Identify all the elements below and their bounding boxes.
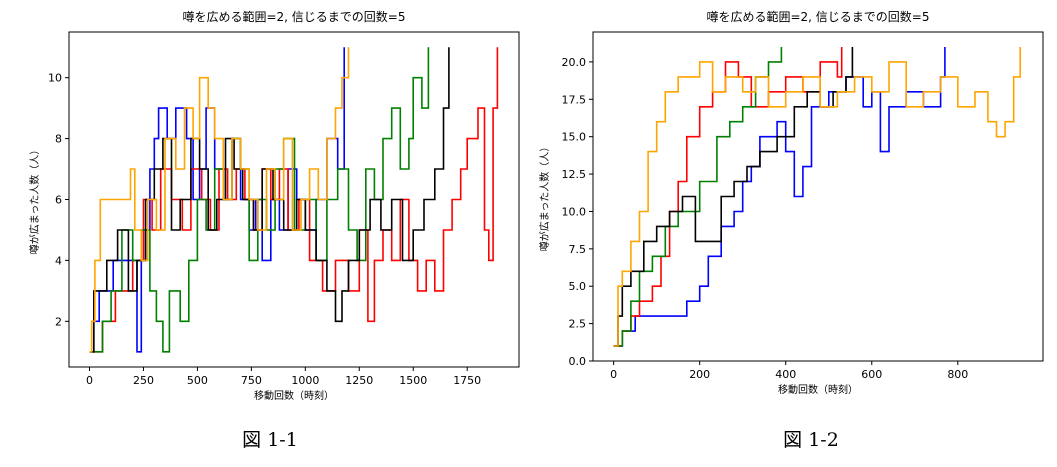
y-tick-label: 10 — [48, 72, 62, 85]
x-tick-label: 500 — [187, 374, 208, 387]
x-tick-label: 1750 — [453, 374, 481, 387]
y-tick-label: 7.5 — [569, 243, 587, 256]
chart-2-ylabel: 噂が広まった人数（人） — [538, 142, 551, 252]
chart-2-series-line — [613, 47, 1021, 347]
chart-1-series-line — [89, 47, 350, 353]
x-tick-label: 750 — [241, 374, 262, 387]
x-tick-label: 200 — [689, 368, 710, 381]
x-tick-label: 0 — [86, 374, 93, 387]
x-tick-label: 1000 — [291, 374, 319, 387]
chart-2-plot-area — [592, 31, 1044, 362]
y-tick-label: 0.0 — [569, 355, 587, 368]
figure-caption-2: 図 1-2 — [783, 429, 839, 451]
y-tick-label: 5.0 — [569, 280, 587, 293]
x-tick-label: 0 — [610, 368, 617, 381]
chart-1-series-line — [89, 47, 450, 353]
chart-1-xlabel: 移動回数（時刻） — [254, 389, 334, 402]
y-tick-label: 2 — [55, 315, 62, 328]
x-tick-label: 1250 — [345, 374, 373, 387]
y-tick-label: 6 — [55, 194, 62, 207]
y-tick-label: 8 — [55, 133, 62, 146]
y-tick-label: 15.0 — [562, 131, 587, 144]
y-tick-label: 4 — [55, 254, 62, 267]
x-tick-label: 250 — [133, 374, 154, 387]
y-tick-label: 20.0 — [562, 56, 587, 69]
x-tick-label: 600 — [861, 368, 882, 381]
chart-1-ylabel: 噂が広まった人数（人） — [28, 145, 41, 255]
figure-caption-1: 図 1-1 — [242, 429, 298, 451]
chart-2-title: 噂を広める範囲=2, 信じるまでの回数=5 — [706, 9, 929, 24]
y-tick-label: 17.5 — [562, 93, 587, 106]
chart-2-series-line — [613, 47, 946, 347]
x-tick-label: 800 — [947, 368, 968, 381]
y-tick-label: 10.0 — [562, 205, 587, 218]
chart-1-title: 噂を広める範囲=2, 信じるまでの回数=5 — [182, 9, 405, 24]
y-tick-label: 12.5 — [562, 168, 587, 181]
chart-panel-2: 噂を広める範囲=2, 信じるまでの回数=5 0 200 400 600 800 0.0 2.5… — [528, 0, 1057, 467]
x-tick-label: 1500 — [399, 374, 427, 387]
chart-1-svg: 噂を広める範囲=2, 信じるまでの回数=5 0 250 500 750 1000 1250 1… — [28, 9, 520, 402]
chart-2-svg: 噂を広める範囲=2, 信じるまでの回数=5 0 200 400 600 800 0.0 2.5… — [538, 9, 1044, 396]
chart-panel-1: 噂を広める範囲=2, 信じるまでの回数=5 0 250 500 750 1000 1250 1… — [0, 0, 528, 467]
chart-2-xlabel: 移動回数（時刻） — [778, 383, 858, 396]
chart-1-series-line — [89, 47, 345, 353]
y-tick-label: 2.5 — [569, 318, 587, 331]
x-tick-label: 400 — [775, 368, 796, 381]
